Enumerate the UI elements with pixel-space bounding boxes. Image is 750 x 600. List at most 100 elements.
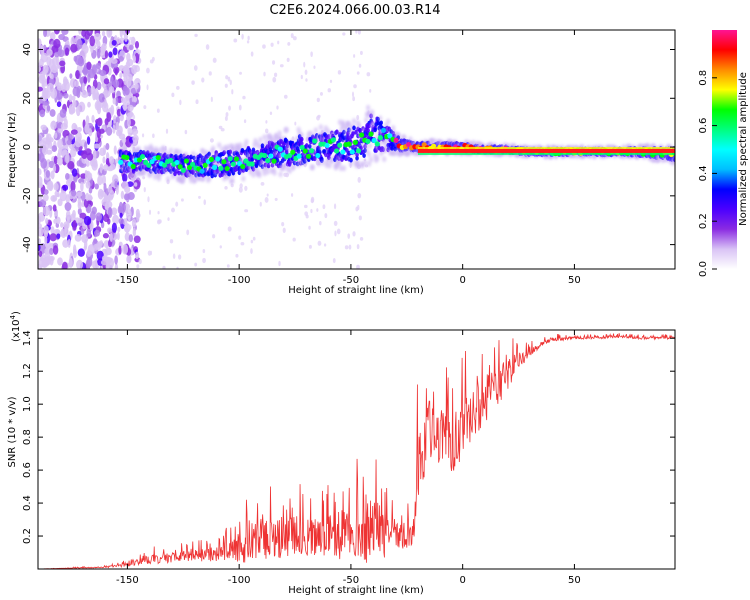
noise-cell (149, 59, 154, 64)
noise-cell (48, 141, 53, 149)
noise-cell (358, 215, 362, 221)
noise-cell (86, 61, 92, 71)
noise-cell (57, 127, 64, 133)
ridge-band (260, 143, 265, 149)
noise-cell (276, 105, 279, 110)
noise-cell (49, 233, 57, 242)
noise-cell (273, 72, 278, 78)
noise-cell (128, 44, 134, 51)
noise-cell (65, 153, 70, 164)
noise-cell (127, 192, 135, 201)
noise-cell (310, 208, 313, 214)
noise-cell (42, 87, 47, 94)
noise-cell (69, 73, 73, 79)
ridge-core (277, 146, 283, 152)
noise-cell (270, 42, 274, 47)
noise-cell (94, 243, 102, 251)
ridge-haze (211, 145, 216, 152)
noise-cell (101, 42, 107, 51)
noise-cell (136, 212, 140, 223)
noise-cell (224, 83, 228, 88)
ridge-haze (341, 165, 347, 172)
snr-frame (37, 329, 676, 570)
noise-cell (38, 182, 44, 189)
noise-cell (70, 43, 78, 53)
ridge-haze (369, 113, 375, 120)
noise-cell (172, 253, 176, 259)
noise-cell (115, 121, 120, 131)
noise-cell (264, 196, 269, 203)
noise-cell (133, 235, 141, 244)
noise-cell (50, 120, 57, 130)
ridge-haze (340, 119, 346, 126)
noise-cell (352, 231, 356, 237)
noise-cell (41, 93, 48, 102)
ridge-band (352, 125, 356, 131)
noise-cell (84, 141, 88, 151)
noise-cell (103, 78, 110, 85)
noise-cell (38, 86, 43, 92)
noise-cell (54, 190, 60, 197)
noise-cell (77, 207, 82, 216)
noise-cell (347, 233, 351, 239)
ridge-band (220, 172, 225, 178)
snr-x-tick-label: 0 (459, 575, 465, 586)
noise-cell (147, 250, 152, 256)
noise-cell (44, 235, 48, 245)
noise-cell (54, 211, 58, 217)
noise-cell (240, 242, 245, 246)
noise-cell (101, 30, 106, 37)
ridge-band (172, 167, 176, 173)
noise-cell (87, 101, 91, 108)
noise-cell (141, 133, 145, 138)
noise-cell (56, 156, 63, 166)
noise-cell (79, 77, 85, 84)
noise-cell (195, 99, 199, 105)
noise-cell (52, 195, 56, 202)
noise-cell (329, 79, 333, 83)
noise-cell (272, 76, 277, 83)
noise-cell (116, 108, 122, 117)
noise-cell (259, 201, 262, 207)
ridge-core (174, 159, 180, 166)
noise-cell (322, 204, 326, 210)
ridge-haze (366, 151, 372, 158)
ridge-haze (374, 155, 380, 162)
noise-cell (110, 104, 115, 116)
ridge-haze (346, 121, 352, 128)
ridge-haze (351, 118, 357, 125)
ridge-core (140, 154, 146, 160)
noise-cell (89, 210, 96, 221)
noise-cell (122, 102, 128, 111)
snr-y-tick-label: 1.2 (22, 363, 33, 379)
noise-cell (78, 101, 86, 113)
noise-cell (250, 248, 253, 255)
noise-cell (53, 182, 59, 191)
noise-cell (71, 189, 77, 197)
noise-cell (310, 198, 314, 204)
noise-cell (49, 256, 54, 266)
ridge-haze (355, 161, 361, 168)
noise-cell (111, 39, 117, 46)
noise-cell (355, 206, 359, 212)
noise-cell (226, 264, 230, 268)
noise-cell (109, 232, 113, 242)
noise-cell (77, 195, 82, 206)
noise-cell (117, 226, 121, 233)
noise-cell (250, 239, 254, 244)
noise-cell (224, 186, 228, 190)
noise-cell (122, 243, 129, 255)
noise-cell (62, 239, 69, 248)
ridge-core (190, 161, 196, 167)
colorbar-tick-label: 0.6 (698, 118, 709, 134)
noise-cell (56, 85, 64, 91)
ridge-haze (257, 172, 262, 179)
ridge-core (337, 142, 343, 148)
ridge-band (228, 149, 233, 155)
noise-cell (65, 172, 70, 181)
noise-cell (52, 164, 57, 173)
noise-cell (61, 261, 68, 269)
noise-cell (38, 38, 42, 49)
ridge-core (334, 148, 340, 154)
noise-cell (356, 264, 360, 269)
